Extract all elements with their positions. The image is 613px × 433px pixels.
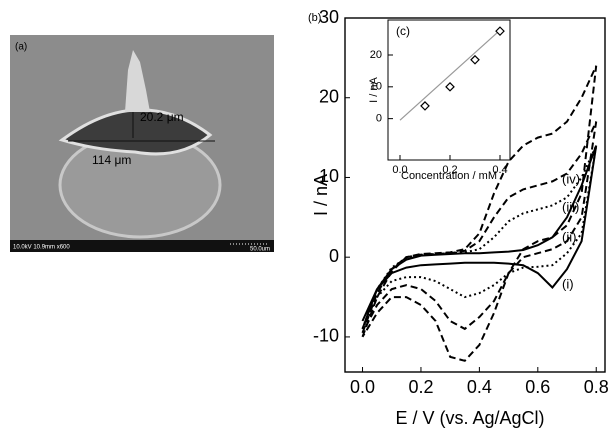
fit-line: [399, 29, 501, 121]
info-text: 10.0kV 10.9mm x600: [13, 245, 70, 251]
y-axis-label: I / nA: [368, 77, 380, 103]
scale-text: 50.0um: [250, 247, 270, 253]
y-tick-label: 30: [319, 7, 339, 27]
x-tick-label: 0.6: [525, 377, 550, 397]
curve-label: (ii): [562, 229, 576, 244]
width-label: 114 μm: [92, 153, 131, 167]
y-tick-label: 0: [329, 246, 339, 266]
y-tick-label: 20: [370, 49, 382, 61]
curve-label: (i): [562, 276, 574, 291]
x-tick-label: 0.2: [408, 377, 433, 397]
data-point: [470, 54, 480, 65]
x-tick-label: 0.2: [442, 164, 457, 176]
y-axis-label: I / nA: [311, 174, 331, 216]
panel-label: (c): [396, 24, 410, 38]
curve-label: (iii): [562, 199, 579, 214]
x-tick-label: 0.4: [492, 164, 507, 176]
panel-label: (b): [308, 12, 321, 24]
cv-curve: [361, 65, 598, 362]
debris: [125, 50, 150, 112]
data-point: [495, 26, 505, 36]
info-bar: [10, 240, 274, 252]
data-point: [445, 81, 455, 92]
data-point: [420, 101, 430, 111]
x-tick-label: 0.8: [584, 377, 609, 397]
x-axis-label: Concentration / mM: [401, 170, 497, 182]
y-tick-label: -10: [313, 326, 339, 346]
x-tick-label: 0.0: [350, 377, 375, 397]
y-tick-label: 10: [370, 81, 382, 93]
y-tick-label: 20: [319, 86, 339, 106]
x-tick-label: 0.0: [392, 164, 407, 176]
y-tick-label: 0: [376, 113, 382, 125]
crater-opening: [58, 108, 213, 156]
y-tick-label: 10: [319, 166, 339, 186]
sem-image: (a) 20.2 μm 114 μm 10.0kV 10.9mm x600 50…: [10, 35, 274, 253]
x-tick-label: 0.4: [467, 377, 492, 397]
panel-label: (a): [15, 42, 27, 53]
curve-label: (iv): [562, 171, 580, 186]
height-label: 20.2 μm: [140, 110, 184, 124]
x-axis-label: E / V (vs. Ag/AgCl): [395, 408, 544, 428]
